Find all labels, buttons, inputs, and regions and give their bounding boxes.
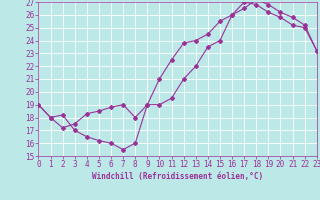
X-axis label: Windchill (Refroidissement éolien,°C): Windchill (Refroidissement éolien,°C)	[92, 172, 263, 181]
